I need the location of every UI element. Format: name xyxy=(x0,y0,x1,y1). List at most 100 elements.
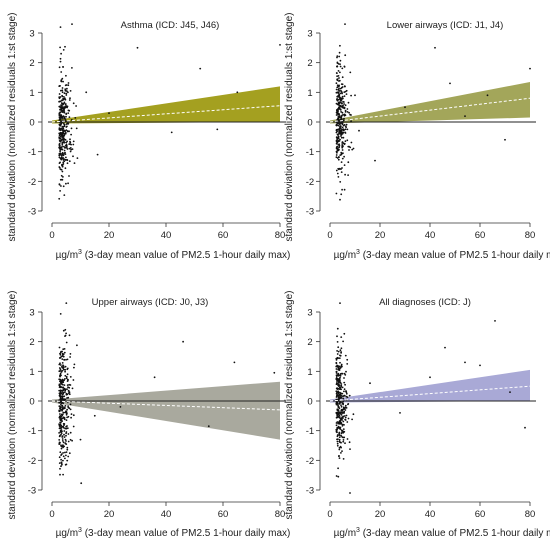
data-point xyxy=(68,109,71,112)
data-point xyxy=(63,96,65,98)
data-point xyxy=(338,365,341,368)
y-tick-label: 0 xyxy=(29,118,34,129)
data-point xyxy=(61,404,64,407)
data-point xyxy=(60,461,63,464)
y-tick-label: -1 xyxy=(28,147,36,158)
data-point xyxy=(344,128,347,131)
data-point xyxy=(62,459,64,462)
y-tick-label: 0 xyxy=(29,397,34,408)
data-point xyxy=(342,152,344,155)
data-point xyxy=(59,389,62,392)
data-point xyxy=(336,357,339,359)
data-point xyxy=(61,87,64,89)
data-point xyxy=(64,158,67,161)
data-point xyxy=(336,409,339,412)
data-point xyxy=(64,365,67,368)
panel-all-diagnoses: -3 -2 -1 0 1 2 3 0 20 40 60 80 All diagnoses (ICD: … xyxy=(284,290,550,539)
data-point xyxy=(63,433,65,436)
data-point xyxy=(59,421,61,424)
data-point xyxy=(346,108,349,110)
data-point xyxy=(63,418,66,421)
data-point xyxy=(63,141,66,144)
data-point xyxy=(60,185,62,187)
data-point xyxy=(340,116,343,119)
data-point xyxy=(337,396,340,399)
data-point xyxy=(62,80,64,83)
confidence-band xyxy=(52,86,280,124)
data-point xyxy=(58,147,61,150)
data-point xyxy=(341,132,344,135)
data-point xyxy=(60,430,63,432)
data-point xyxy=(65,113,68,115)
data-point xyxy=(66,87,68,90)
y-tick-label: -2 xyxy=(28,177,36,188)
data-point xyxy=(64,389,67,392)
data-point xyxy=(63,194,66,197)
data-point xyxy=(339,123,341,126)
data-point xyxy=(62,452,64,454)
data-point xyxy=(340,452,342,454)
data-point xyxy=(344,374,347,376)
data-point xyxy=(352,147,355,150)
data-point xyxy=(335,396,338,398)
data-point xyxy=(338,382,340,384)
data-point xyxy=(58,97,61,100)
data-point xyxy=(339,89,341,92)
data-point xyxy=(62,473,64,476)
data-point xyxy=(336,350,338,352)
data-point xyxy=(337,119,340,121)
data-point xyxy=(62,127,65,130)
data-point xyxy=(61,145,64,148)
data-point xyxy=(58,392,61,395)
y-tick-label: -2 xyxy=(306,456,314,467)
data-point xyxy=(343,114,346,117)
plot-area: -3 -2 -1 0 1 2 3 0 20 40 60 80 xyxy=(28,302,286,520)
data-point xyxy=(62,388,65,391)
data-point xyxy=(71,67,73,69)
x-axis-label-unit: µg/m xyxy=(334,250,356,261)
data-point xyxy=(336,442,339,445)
data-point xyxy=(64,144,67,147)
data-point xyxy=(59,115,62,118)
data-point xyxy=(338,77,340,79)
data-point xyxy=(346,363,349,365)
data-point xyxy=(61,165,64,168)
data-point xyxy=(341,123,344,126)
data-point xyxy=(61,365,63,368)
data-point xyxy=(66,162,69,165)
data-point xyxy=(336,327,339,330)
data-point xyxy=(61,89,64,92)
data-point xyxy=(341,126,344,129)
data-point xyxy=(338,436,341,439)
y-tick-label: 1 xyxy=(29,367,34,378)
data-point xyxy=(62,444,64,447)
data-point xyxy=(339,422,342,424)
data-point xyxy=(67,112,70,114)
data-point xyxy=(73,366,75,369)
data-point xyxy=(60,80,62,82)
data-point xyxy=(337,116,340,118)
data-point xyxy=(60,104,62,106)
data-point xyxy=(69,353,72,355)
data-point xyxy=(63,398,66,401)
data-point xyxy=(350,141,353,144)
data-point xyxy=(338,96,341,99)
data-point xyxy=(199,67,202,70)
data-point xyxy=(74,117,77,119)
y-tick-label: -2 xyxy=(306,177,314,188)
data-point xyxy=(340,352,342,354)
data-point xyxy=(349,492,351,494)
data-point xyxy=(93,414,96,417)
data-point xyxy=(344,418,346,421)
data-point xyxy=(340,86,343,89)
data-point xyxy=(343,129,345,131)
data-point xyxy=(59,362,61,365)
data-point xyxy=(335,91,338,94)
x-tick-label: 20 xyxy=(375,509,386,520)
data-point xyxy=(62,365,65,367)
data-point xyxy=(338,394,341,396)
data-point xyxy=(339,101,342,104)
data-point xyxy=(63,153,65,155)
data-point xyxy=(58,462,61,464)
data-point xyxy=(59,135,62,138)
